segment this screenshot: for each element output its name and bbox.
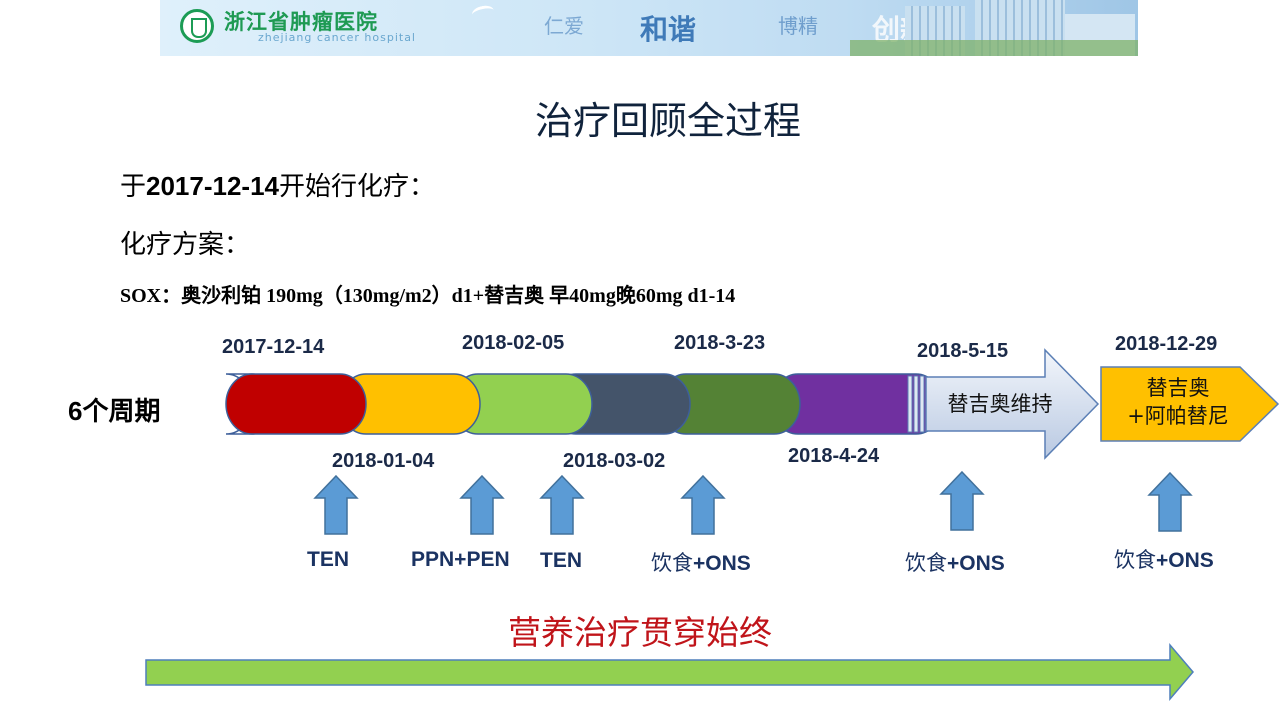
timeline-date: 2018-01-04 [332,450,435,472]
motto-word: 仁爱 [544,14,584,38]
timeline-date: 2017-12-14 [222,336,325,358]
nutrition-label: TEN [540,549,582,572]
timeline-date: 2018-12-29 [1115,333,1218,355]
header-banner: 浙江省肿瘤医院 zhejiang cancer hospital 仁爱 和谐 博… [160,0,1138,56]
final-treatment-label: 替吉奥 +阿帕替尼 [1103,374,1253,430]
page-title: 治疗回顾全过程 [534,99,801,143]
regimen-heading: 化疗方案： [120,230,251,260]
hospital-name-en: zhejiang cancer hospital [258,31,416,44]
up-arrow-icon [1147,471,1193,532]
separator-bars [907,375,925,433]
nutrition-label-cn: 饮食 [1114,548,1156,572]
timeline-date: 2018-02-05 [462,332,565,354]
intro-suffix: 开始行化疗： [279,172,436,202]
nutrition-label: TEN [307,548,349,571]
throughout-arrow [145,642,1194,702]
motto-word: 和谐 [640,13,697,46]
intro-line: 于2017-12-14开始行化疗： [120,166,435,203]
nutrition-label: 饮食+ONS [1114,544,1214,574]
final-label-line1: 替吉奥 [1146,376,1210,400]
up-arrow-icon [539,474,585,535]
regimen-text: SOX：奥沙利铂 190mg（130mg/m2）d1+替吉奥 早40mg晚60m… [120,285,736,307]
maintenance-label: 替吉奥维持 [947,392,1053,416]
chemo-cycles [225,373,943,435]
up-arrow-icon [313,474,359,535]
cycles-text: 个周期 [82,397,161,427]
nutrition-label: 饮食+ONS [905,547,1005,577]
grass-graphic [850,40,1138,56]
up-arrow-icon [939,470,985,531]
cycles-number: 6 [68,396,83,426]
nutrition-arrows [313,470,1193,535]
nutrition-label-en: +ONS [1156,549,1214,572]
hospital-name: 浙江省肿瘤医院 [224,10,378,34]
cycles-label: 6个周期 [68,391,160,428]
throughout-label: 营养治疗贯穿始终 [508,613,772,652]
final-treatment-arrow [1100,366,1280,442]
timeline-date: 2018-3-23 [674,332,766,354]
nutrition-label-cn: 饮食 [651,551,693,575]
timeline-date: 2018-03-02 [563,450,666,472]
intro-date: 2017-12-14 [146,171,280,201]
timeline-date: 2018-5-15 [917,340,1009,362]
chemo-cycle-segment [225,373,367,435]
up-arrow-icon [680,474,726,535]
nutrition-label-en: +ONS [693,552,751,575]
final-label-line2: +阿帕替尼 [1127,404,1229,428]
timeline-date: 2018-4-24 [788,445,880,467]
nutrition-label: 饮食+ONS [651,547,751,577]
motto-word: 博精 [778,14,818,38]
nutrition-label: PPN+PEN [411,548,510,571]
nutrition-label-en: +ONS [947,552,1005,575]
hospital-emblem-icon [180,9,214,43]
up-arrow-icon [459,474,505,535]
nutrition-label-cn: 饮食 [905,551,947,575]
maintenance-arrow [925,348,1100,460]
intro-prefix: 于 [120,172,147,202]
